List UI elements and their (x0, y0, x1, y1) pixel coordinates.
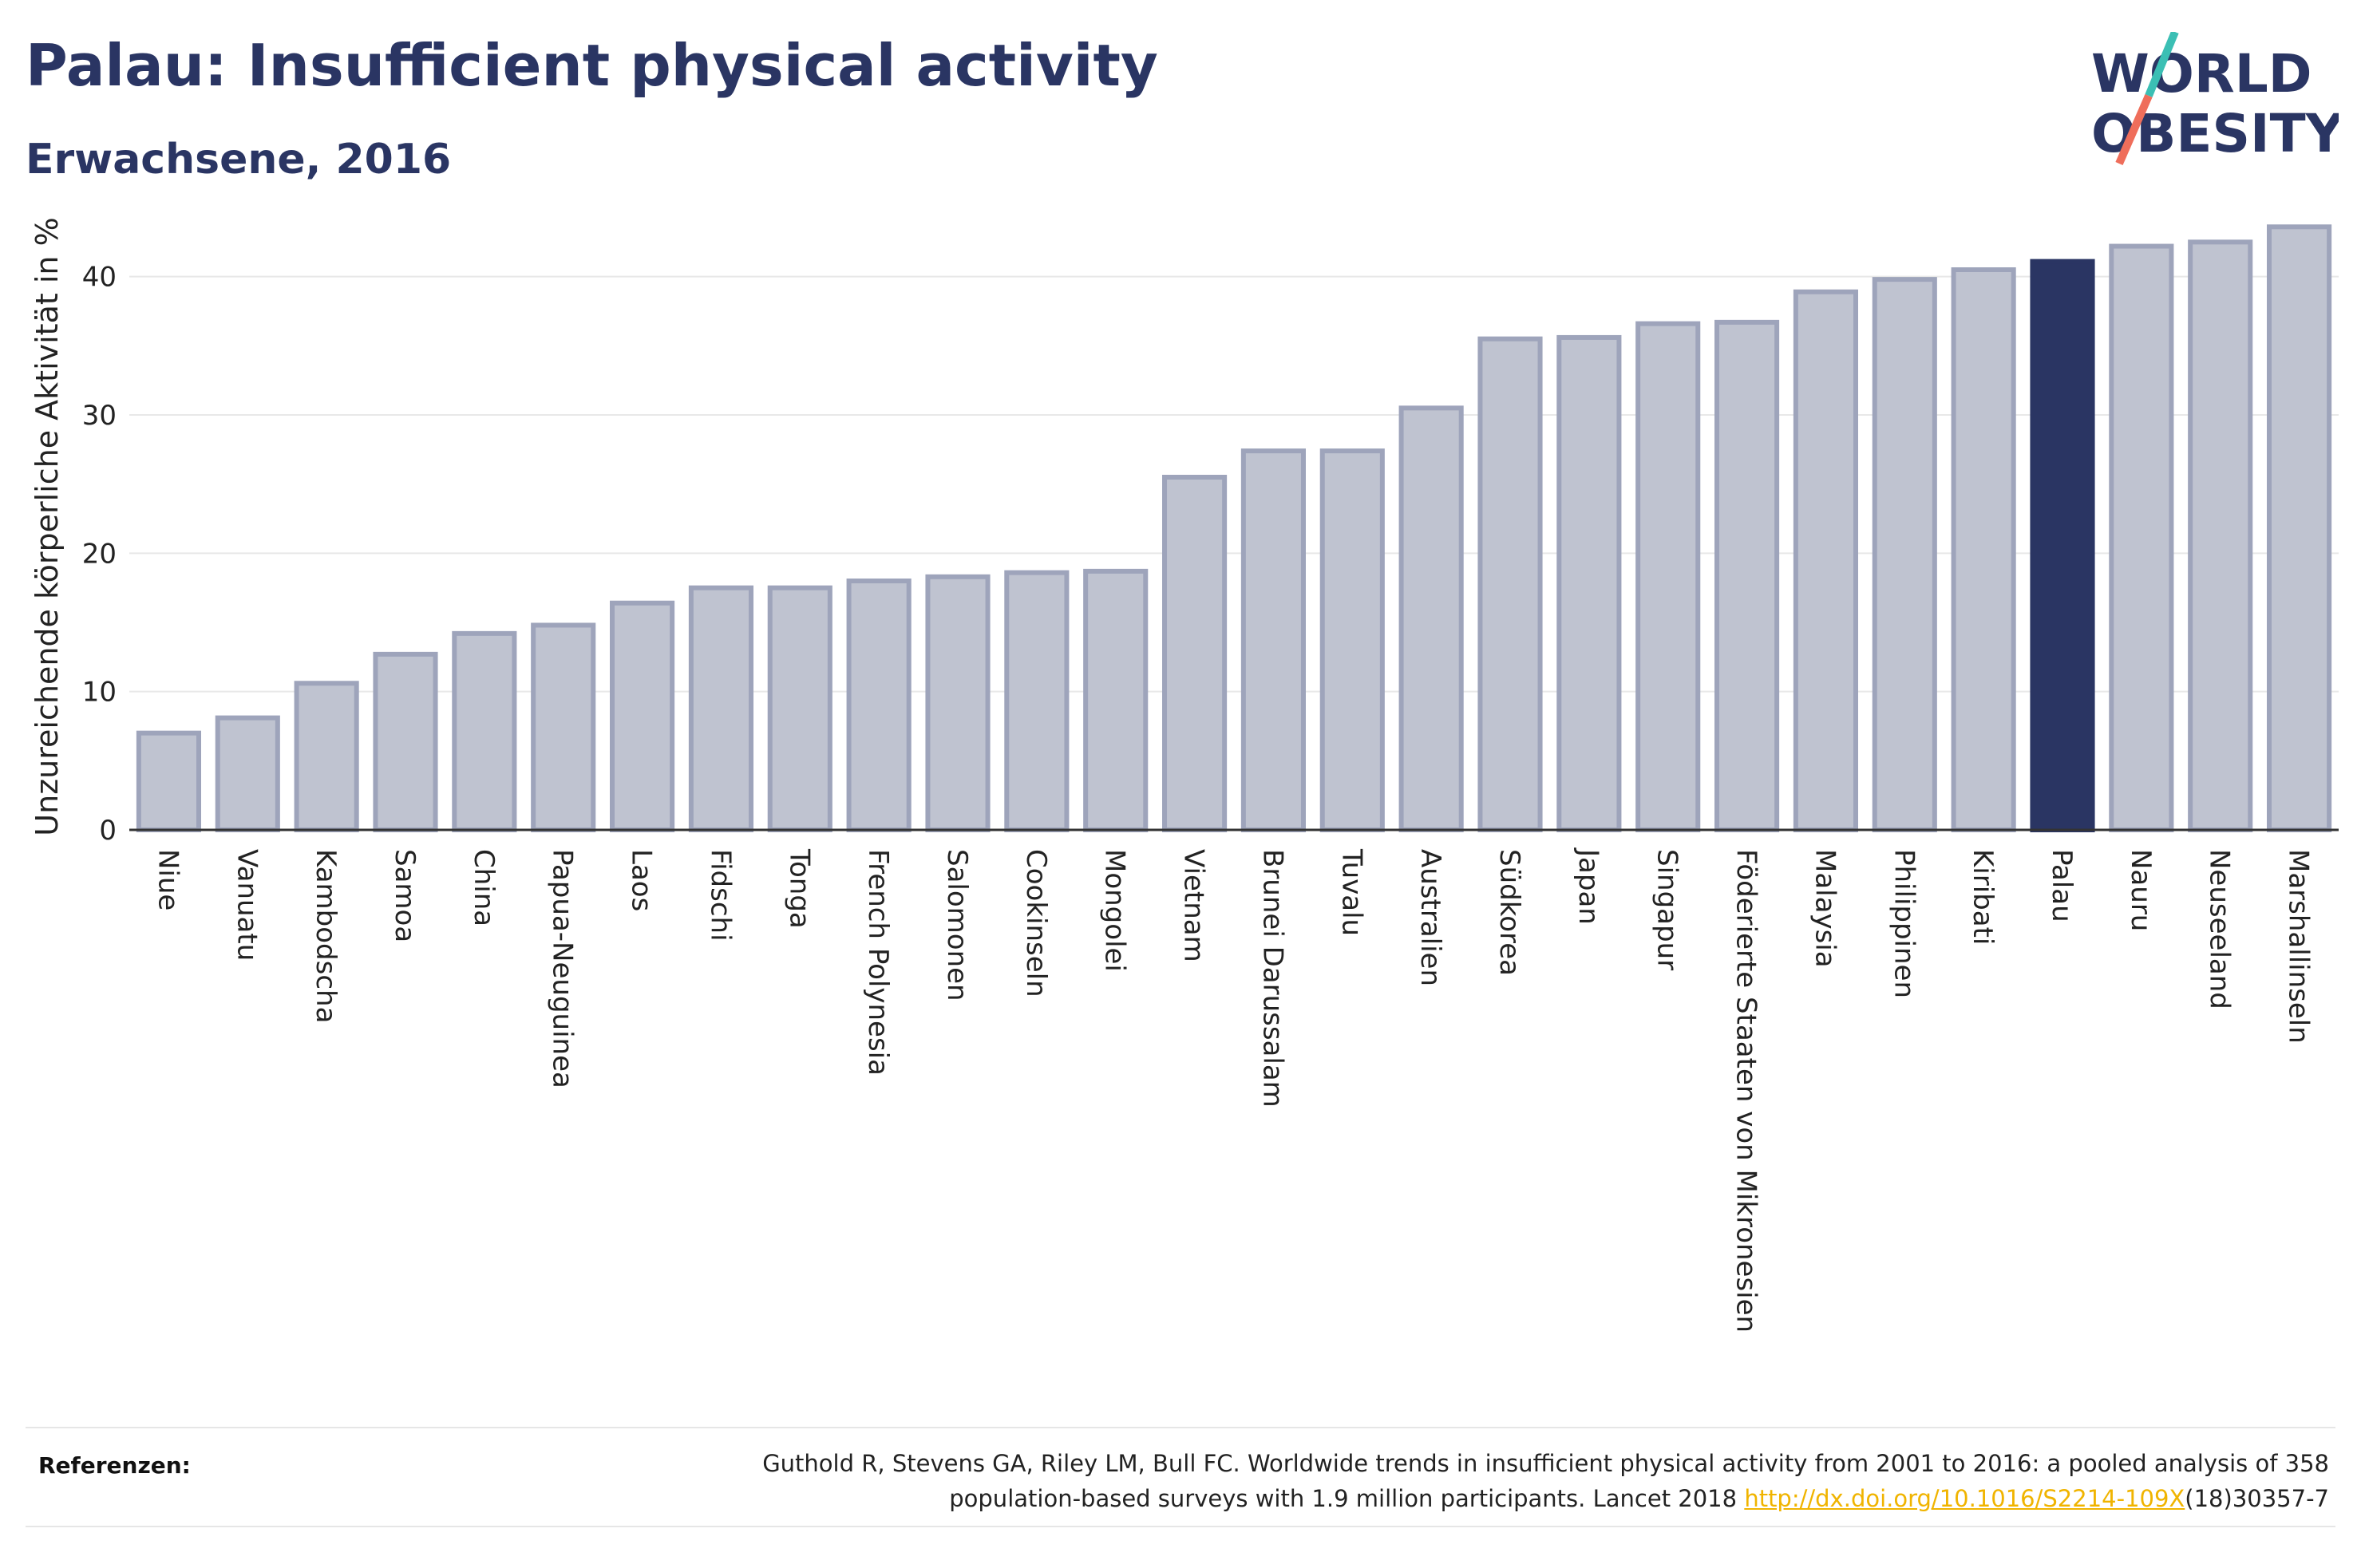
x-tick-label: Tonga (783, 848, 815, 929)
chart-subtitle: Erwachsene, 2016 (26, 136, 452, 184)
world-obesity-logo[interactable]: WORLD OBESITY (2075, 32, 2339, 168)
x-axis-ticks: Niue Vanuatu Kambodscha Samoa China Papua-Neu… (152, 847, 2314, 1333)
reference-line-1: Guthold R, Stevens GA, Riley LM, Bull FC… (762, 1450, 2329, 1477)
y-tick-label: 40 (82, 262, 117, 294)
y-axis-label: Unzureichende körperliche Aktivität in % (30, 217, 65, 835)
bar-australien[interactable] (1398, 405, 1464, 833)
bar-niue[interactable] (136, 730, 201, 833)
y-tick-label: 30 (82, 400, 117, 432)
bar-kiribati[interactable] (1951, 267, 2016, 832)
footer-divider-bottom (26, 1526, 2335, 1527)
bar-marshallinseln[interactable] (2267, 224, 2332, 832)
x-tick-label: Laos (626, 849, 658, 911)
bar-vanuatu[interactable] (215, 715, 280, 832)
x-tick-label: Vietnam (1178, 849, 1210, 962)
x-tick-label: Cookinseln (1020, 849, 1052, 997)
bar-laos[interactable] (610, 600, 675, 832)
y-tick-label: 0 (99, 815, 117, 847)
x-tick-label: Brunei Darussalam (1256, 849, 1288, 1108)
x-tick-label: Vanuatu (231, 849, 263, 961)
chart-title: Palau: Insufficient physical activity (26, 32, 1158, 99)
x-tick-label: Föderierte Staaten von Mikronesien (1730, 849, 1762, 1333)
x-tick-label: Tuvalu (1335, 848, 1367, 936)
y-axis-ticks: 0 10 20 30 40 (82, 262, 117, 847)
reference-line-2-prefix: population-based surveys with 1.9 millio… (949, 1485, 1745, 1512)
reference-doi-link[interactable]: http://dx.doi.org/10.1016/S2214-109X (1744, 1485, 2185, 1512)
x-tick-label: Niue (152, 849, 184, 910)
references-label: Referenzen: (38, 1452, 191, 1479)
bar-philippinen[interactable] (1872, 277, 1937, 832)
bar-tonga[interactable] (767, 585, 832, 833)
y-tick-label: 10 (82, 677, 117, 709)
footer-divider-top (26, 1427, 2335, 1428)
bar-vietnam[interactable] (1162, 475, 1228, 832)
x-tick-label: Mongolei (1099, 849, 1131, 972)
bar-südkorea[interactable] (1477, 336, 1543, 832)
x-tick-label: Samoa (389, 849, 421, 942)
bar-japan[interactable] (1556, 334, 1622, 832)
logo-slash-coral (2115, 94, 2153, 165)
logo-text-world: WORLD (2091, 43, 2312, 105)
x-tick-label: Kambodscha (310, 849, 342, 1023)
bar-tuvalu[interactable] (1319, 448, 1385, 832)
bar-chart: 0 10 20 30 40 Niue Vanuatu Kambodscha Samoa Chin… (30, 217, 2339, 1333)
bar-neuseeland[interactable] (2188, 239, 2253, 833)
y-tick-label: 20 (82, 538, 117, 570)
x-tick-label: Neuseeland (2204, 849, 2236, 1009)
bar-palau[interactable] (2030, 259, 2095, 833)
logo-slash-teal (2145, 32, 2179, 97)
x-tick-label: Südkorea (1493, 849, 1525, 976)
x-tick-label: Palau (2046, 849, 2078, 922)
bar-french-polynesia[interactable] (846, 579, 912, 832)
references-text: Guthold R, Stevens GA, Riley LM, Bull FC… (493, 1446, 2329, 1516)
x-tick-label: Malaysia (1809, 849, 1841, 968)
bar-brunei-darussalam[interactable] (1240, 448, 1306, 832)
x-tick-label: Marshallinseln (2283, 849, 2315, 1044)
bar-malaysia[interactable] (1793, 289, 1858, 832)
bar-singapur[interactable] (1635, 321, 1701, 833)
bar-nauru[interactable] (2109, 243, 2174, 832)
bar-kambodscha[interactable] (294, 681, 359, 832)
x-tick-label: China (468, 849, 500, 926)
x-tick-label: Nauru (2125, 849, 2157, 931)
x-tick-label: Australien (1414, 849, 1446, 986)
bar-fidschi[interactable] (688, 585, 753, 833)
bar-salomonen[interactable] (925, 574, 991, 832)
bar-papua-neuguinea[interactable] (531, 622, 596, 832)
x-tick-label: Salomonen (941, 849, 973, 1001)
x-tick-label: French Polynesia (862, 849, 894, 1076)
x-tick-label: Papua-Neuguinea (547, 849, 579, 1088)
x-tick-label: Japan (1572, 847, 1604, 925)
bar-china[interactable] (452, 630, 517, 832)
bars (136, 224, 2332, 833)
reference-line-2-suffix: (18)30357-7 (2185, 1485, 2329, 1512)
bar-cookinseln[interactable] (1004, 570, 1070, 832)
bar-föderierte-staaten-von-mikronesien[interactable] (1714, 319, 1780, 833)
x-tick-label: Philippinen (1888, 849, 1920, 998)
x-tick-label: Singapur (1651, 849, 1683, 970)
x-tick-label: Fidschi (704, 849, 736, 942)
x-tick-label: Kiribati (1967, 849, 1999, 945)
bar-mongolei[interactable] (1083, 568, 1149, 832)
bar-samoa[interactable] (373, 651, 438, 832)
